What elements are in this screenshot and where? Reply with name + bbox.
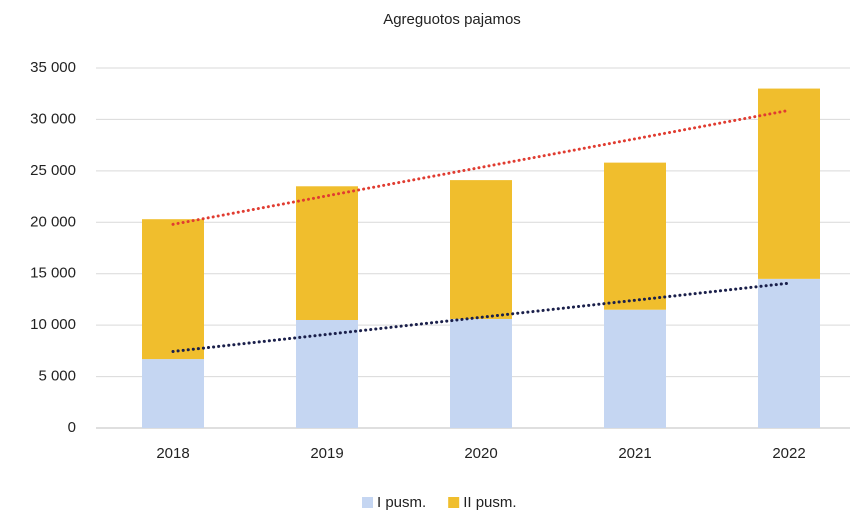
y-tick-label: 15 000 [30, 265, 76, 282]
y-tick-label: 5 000 [38, 368, 76, 385]
bar-segment [142, 219, 204, 360]
x-tick-label: 2021 [618, 445, 651, 462]
bar-segment [450, 318, 512, 428]
x-tick-label: 2020 [464, 445, 497, 462]
trendline [171, 281, 791, 353]
y-tick-label: 25 000 [30, 162, 76, 179]
legend-swatch [362, 497, 373, 508]
x-tick-label: 2022 [772, 445, 805, 462]
y-tick-label: 10 000 [30, 316, 76, 333]
bar-segment [450, 180, 512, 319]
bar-segment [296, 320, 358, 428]
bar-segment [758, 88, 820, 279]
legend-label: II pusm. [463, 494, 516, 511]
bar-segment [296, 186, 358, 320]
x-tick-label: 2018 [156, 445, 189, 462]
legend-label: I pusm. [377, 494, 426, 511]
y-tick-label: 0 [68, 419, 76, 436]
y-tick-label: 20 000 [30, 213, 76, 230]
y-tick-label: 35 000 [30, 59, 76, 76]
bar-segment [604, 162, 666, 310]
bar-segment [604, 309, 666, 428]
y-tick-label: 30 000 [30, 110, 76, 127]
legend-swatch [448, 497, 460, 508]
bar-segment [142, 359, 204, 428]
x-tick-label: 2019 [310, 445, 343, 462]
bar-segment [758, 278, 820, 428]
chart-title: Agreguotos pajamos [383, 11, 521, 28]
